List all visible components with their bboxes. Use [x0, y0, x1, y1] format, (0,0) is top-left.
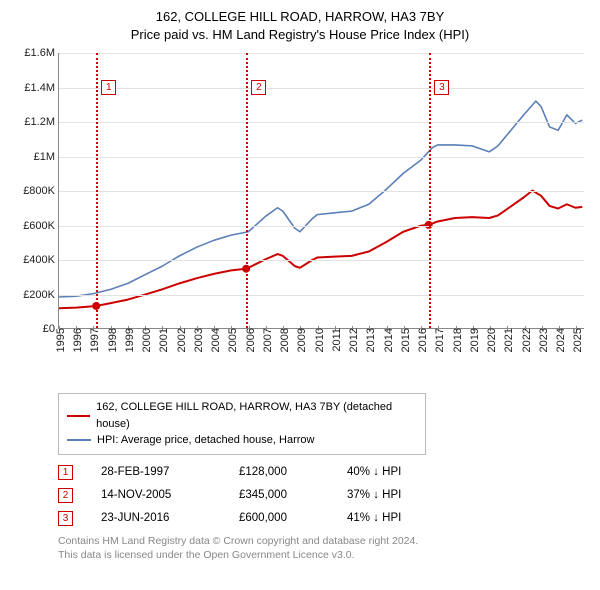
y-axis-label: £1.4M: [24, 82, 59, 94]
gridline-h: [59, 191, 584, 192]
event-row-date: 14-NOV-2005: [101, 489, 211, 501]
x-axis-label: 2022: [517, 328, 533, 352]
y-axis-label: £1M: [34, 151, 59, 163]
event-row-delta: 37% ↓ HPI: [347, 489, 437, 501]
event-row-badge: 3: [58, 511, 73, 526]
y-axis-label: £600K: [23, 220, 59, 232]
x-axis-label: 2018: [448, 328, 464, 352]
gridline-h: [59, 157, 584, 158]
x-axis-label: 1995: [51, 328, 67, 352]
events-table: 1 28-FEB-1997 £128,000 40% ↓ HPI 2 14-NOV-200…: [58, 465, 590, 526]
y-axis-label: £1.2M: [24, 116, 59, 128]
gridline-h: [59, 226, 584, 227]
x-axis-label: 2013: [361, 328, 377, 352]
legend-box: 162, COLLEGE HILL ROAD, HARROW, HA3 7BY …: [58, 393, 426, 455]
event-badge: 3: [434, 80, 449, 95]
y-axis-label: £1.6M: [24, 47, 59, 59]
x-axis-label: 2021: [499, 328, 515, 352]
footer-line2: This data is licensed under the Open Gov…: [58, 548, 590, 562]
event-row-badge: 1: [58, 465, 73, 480]
x-axis-label: 2003: [189, 328, 205, 352]
x-axis-label: 2005: [223, 328, 239, 352]
x-axis-label: 2019: [465, 328, 481, 352]
series-line-property: [59, 191, 582, 309]
y-axis-label: £200K: [23, 289, 59, 301]
y-axis-label: £800K: [23, 185, 59, 197]
x-axis-label: 2002: [172, 328, 188, 352]
event-row: 2 14-NOV-2005 £345,000 37% ↓ HPI: [58, 488, 590, 503]
legend-row: 162, COLLEGE HILL ROAD, HARROW, HA3 7BY …: [67, 399, 417, 432]
legend-label: 162, COLLEGE HILL ROAD, HARROW, HA3 7BY …: [96, 399, 417, 432]
event-vline: [246, 53, 248, 328]
x-axis-label: 1998: [103, 328, 119, 352]
event-row-date: 23-JUN-2016: [101, 512, 211, 524]
chart-subtitle: Price paid vs. HM Land Registry's House …: [10, 26, 590, 44]
event-vline: [96, 53, 98, 328]
chart-container: 162, COLLEGE HILL ROAD, HARROW, HA3 7BY …: [0, 0, 600, 572]
gridline-h: [59, 122, 584, 123]
event-row-price: £345,000: [239, 489, 319, 501]
footer-line1: Contains HM Land Registry data © Crown c…: [58, 534, 590, 548]
x-axis-label: 2020: [482, 328, 498, 352]
legend-label: HPI: Average price, detached house, Harr…: [97, 432, 314, 449]
x-axis-label: 2001: [154, 328, 170, 352]
x-axis-label: 1996: [68, 328, 84, 352]
plot-area: £0£200K£400K£600K£800K£1M£1.2M£1.4M£1.6M…: [58, 53, 584, 329]
series-line-hpi: [59, 101, 582, 297]
gridline-h: [59, 88, 584, 89]
legend-swatch: [67, 415, 90, 417]
event-row-badge: 2: [58, 488, 73, 503]
footer-note: Contains HM Land Registry data © Crown c…: [58, 534, 590, 562]
x-axis-label: 2004: [206, 328, 222, 352]
x-axis-label: 1997: [85, 328, 101, 352]
event-badge: 2: [251, 80, 266, 95]
x-axis-label: 2000: [137, 328, 153, 352]
y-axis-label: £400K: [23, 254, 59, 266]
x-axis-label: 2016: [413, 328, 429, 352]
gridline-h: [59, 260, 584, 261]
gridline-h: [59, 53, 584, 54]
plot-wrap: £0£200K£400K£600K£800K£1M£1.2M£1.4M£1.6M…: [10, 49, 590, 387]
x-axis-label: 2011: [327, 328, 343, 352]
x-axis-label: 2017: [430, 328, 446, 352]
x-axis-label: 1999: [120, 328, 136, 352]
x-axis-label: 2024: [551, 328, 567, 352]
x-axis-label: 2010: [310, 328, 326, 352]
chart-title-address: 162, COLLEGE HILL ROAD, HARROW, HA3 7BY: [10, 8, 590, 26]
x-axis-label: 2009: [292, 328, 308, 352]
x-axis-label: 2014: [379, 328, 395, 352]
event-row-price: £600,000: [239, 512, 319, 524]
event-row-price: £128,000: [239, 466, 319, 478]
event-row-date: 28-FEB-1997: [101, 466, 211, 478]
legend-swatch: [67, 439, 91, 441]
x-axis-label: 2012: [344, 328, 360, 352]
event-row-delta: 41% ↓ HPI: [347, 512, 437, 524]
event-vline: [429, 53, 431, 328]
event-row-delta: 40% ↓ HPI: [347, 466, 437, 478]
x-axis-label: 2023: [534, 328, 550, 352]
x-axis-label: 2006: [241, 328, 257, 352]
x-axis-label: 2008: [275, 328, 291, 352]
x-axis-label: 2025: [568, 328, 584, 352]
chart-title-block: 162, COLLEGE HILL ROAD, HARROW, HA3 7BY …: [10, 8, 590, 43]
gridline-h: [59, 295, 584, 296]
x-axis-label: 2007: [258, 328, 274, 352]
event-badge: 1: [101, 80, 116, 95]
event-row: 3 23-JUN-2016 £600,000 41% ↓ HPI: [58, 511, 590, 526]
x-axis-label: 2015: [396, 328, 412, 352]
event-row: 1 28-FEB-1997 £128,000 40% ↓ HPI: [58, 465, 590, 480]
legend-row: HPI: Average price, detached house, Harr…: [67, 432, 417, 449]
